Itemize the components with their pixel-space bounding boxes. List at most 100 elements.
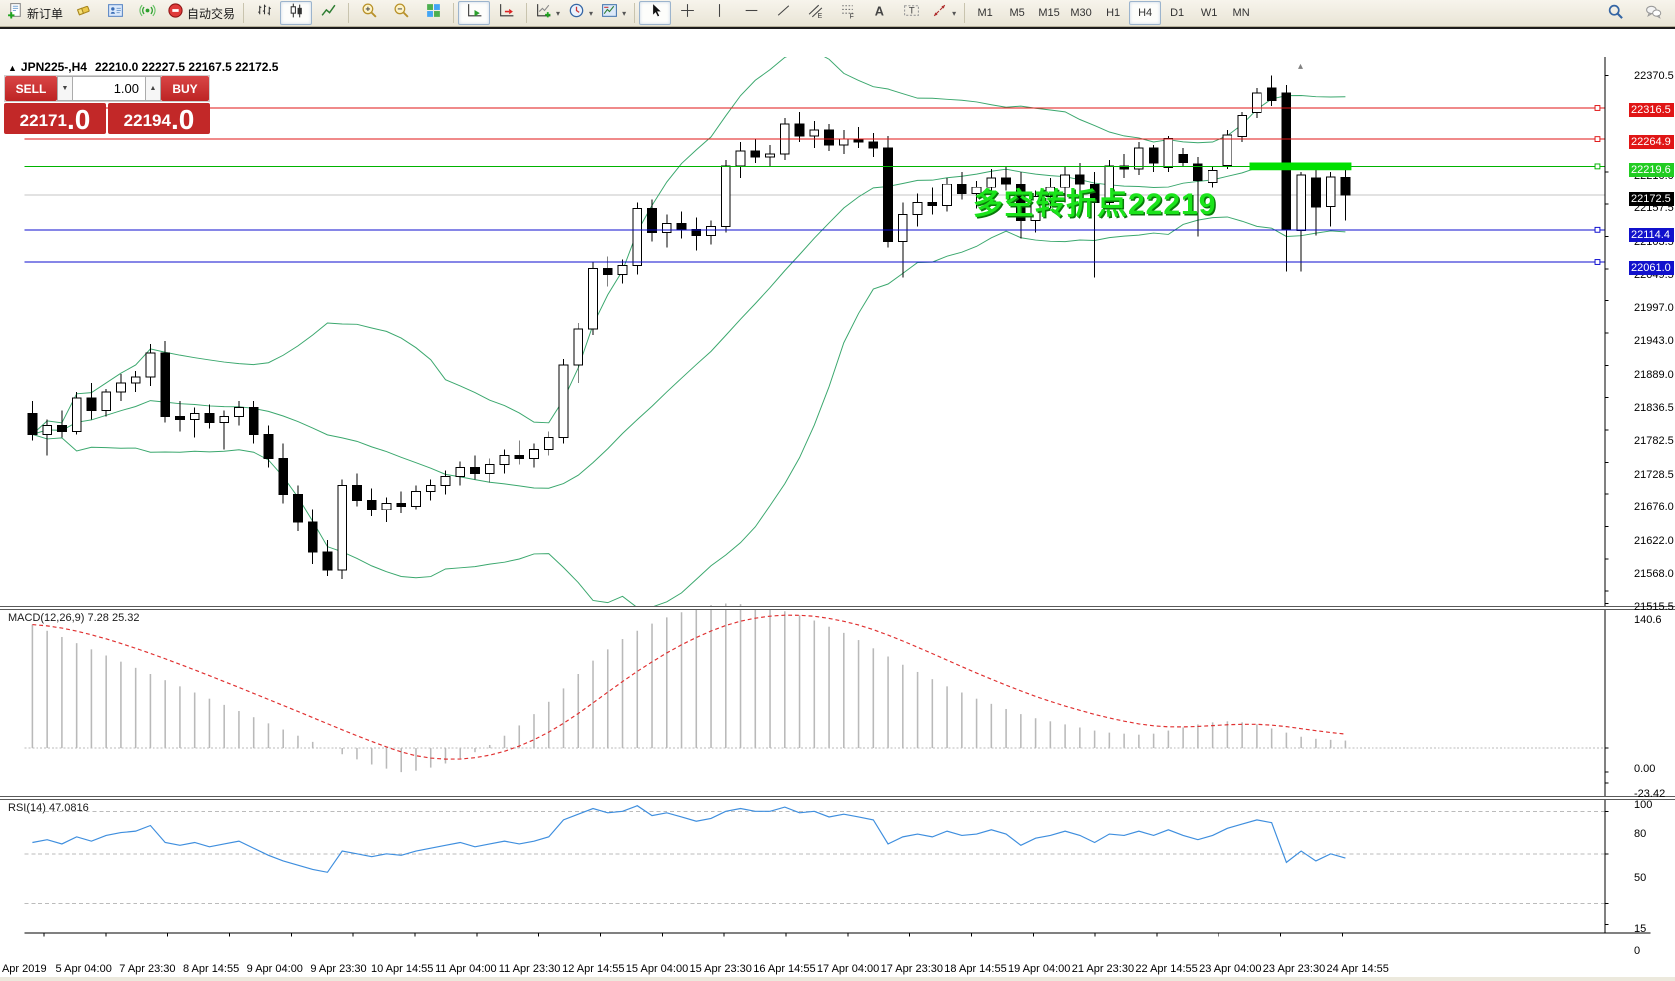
- toolbar-shapes-button[interactable]: ▾: [927, 1, 960, 25]
- timeframe-M1-button[interactable]: M1: [977, 7, 993, 19]
- chart-window[interactable]: ▲ JPN225-,H4 22210.0 22227.5 22167.5 22172…: [0, 27, 1675, 981]
- timeframe-H1-button[interactable]: H1: [1106, 7, 1121, 19]
- autotrade-icon: [167, 2, 184, 24]
- bearish-candle-body: [750, 150, 761, 158]
- toolbar-chart-shift-button[interactable]: [490, 1, 522, 25]
- bullish-candle-body: [897, 213, 908, 242]
- sell-price-button[interactable]: 22171.0: [4, 103, 106, 134]
- rsi-scale-label: 100: [1634, 799, 1653, 811]
- toolbar-navigator-button[interactable]: [99, 1, 131, 25]
- chart-annotation-text: 多空转折点22219: [973, 188, 1217, 221]
- bullish-candle-body: [1163, 137, 1174, 168]
- bollinger-lower-band: [32, 216, 1346, 609]
- hline-anchor-marker: [1594, 136, 1601, 143]
- toolbar-fibonacci-button[interactable]: F: [831, 1, 863, 25]
- sell-price-pips: .0: [66, 104, 91, 135]
- symbol-period-label: JPN225-,H4: [20, 60, 87, 74]
- toolbar-autotrade-button[interactable]: 自动交易: [163, 1, 239, 25]
- toolbar-separator: [453, 3, 455, 23]
- toolbar-search-button[interactable]: [1599, 2, 1631, 26]
- price-line-tag: 22114.4: [1629, 228, 1674, 243]
- toolbar-zoom-in-button[interactable]: [353, 1, 385, 25]
- timeframe-D1-button[interactable]: D1: [1170, 7, 1185, 19]
- toolbar-horizontal-line-button[interactable]: [735, 1, 767, 25]
- rsi-scale-label: 50: [1634, 872, 1647, 884]
- toolbar-separator: [964, 3, 966, 23]
- rsi-indicator-label: RSI(14) 47.0816: [8, 802, 89, 814]
- bullish-candle-body: [942, 183, 952, 206]
- bullish-candle-body: [543, 436, 554, 450]
- date-axis-label: 15 Apr 23:30: [689, 963, 752, 975]
- toolbar-candles-chart-button[interactable]: [280, 1, 313, 25]
- price-chart[interactable]: [0, 57, 1675, 981]
- bullish-candle-body: [411, 491, 421, 508]
- toolbar-chat-button[interactable]: [1637, 2, 1669, 26]
- timeframe-M30-button[interactable]: M30: [1070, 7, 1092, 19]
- periods-icon: [568, 2, 585, 24]
- toolbar-broadcast-button[interactable]: [131, 1, 163, 25]
- toolbar-periods-button[interactable]: ▾: [564, 1, 597, 25]
- bullish-candle-body: [1296, 174, 1307, 232]
- buy-price-button[interactable]: 22194.0: [108, 103, 210, 134]
- timeframe-W1-button[interactable]: W1: [1200, 7, 1218, 19]
- toolbar-cursor-button[interactable]: [639, 1, 672, 25]
- bearish-candle-body: [691, 228, 702, 236]
- toolbar-channel-button[interactable]: E: [799, 1, 831, 25]
- date-axis-label: 18 Apr 14:55: [944, 963, 1007, 975]
- timeframe-M5-button[interactable]: M5: [1009, 7, 1025, 19]
- timeframe-M15-button[interactable]: M15: [1038, 7, 1060, 19]
- pane-splitter-rsi[interactable]: [0, 796, 1675, 800]
- toolbar-text-label-button[interactable]: T: [895, 1, 927, 25]
- toolbar-vertical-line-button[interactable]: [703, 1, 735, 25]
- bullish-candle-body: [617, 265, 628, 276]
- toolbar-auto-scroll-button[interactable]: [458, 1, 491, 25]
- sell-button[interactable]: SELL: [5, 76, 57, 101]
- bearish-candle-body: [1266, 87, 1277, 101]
- fibonacci-icon: F: [839, 2, 856, 24]
- tile-windows-icon: [425, 2, 442, 24]
- volume-increase-button[interactable]: ▲: [145, 76, 161, 101]
- toolbar-indicators-button[interactable]: ▾: [531, 1, 564, 25]
- navigator-icon: [107, 2, 124, 24]
- volume-decrease-button[interactable]: ▼: [57, 76, 73, 101]
- dropdown-arrow-icon[interactable]: ▾: [556, 8, 561, 18]
- buy-button[interactable]: BUY: [161, 76, 209, 101]
- line-chart-icon: [320, 2, 337, 24]
- timeframe-MN-button[interactable]: MN: [1232, 7, 1250, 19]
- bearish-candle-body: [1340, 177, 1351, 196]
- collapse-triangle-icon[interactable]: ▲: [8, 63, 17, 73]
- buy-price-pips: .0: [170, 104, 195, 135]
- pane-splitter-macd[interactable]: [0, 606, 1675, 610]
- toolbar-crosshair-button[interactable]: [671, 1, 703, 25]
- dropdown-arrow-icon[interactable]: ▾: [622, 8, 627, 18]
- broadcast-icon: [138, 2, 156, 24]
- dropdown-arrow-icon[interactable]: ▾: [952, 8, 957, 18]
- bullish-candle-body: [838, 138, 849, 146]
- dropdown-arrow-icon[interactable]: ▾: [589, 8, 594, 18]
- svg-text:A: A: [874, 3, 883, 18]
- bullish-candle-body: [145, 352, 156, 378]
- hline-anchor-marker: [1594, 226, 1601, 233]
- toolbar-bars-chart-button[interactable]: [248, 1, 280, 25]
- toolbar-eraser-button[interactable]: [67, 1, 99, 25]
- volume-input[interactable]: [73, 76, 145, 101]
- rsi-scale-label: 15: [1634, 923, 1647, 936]
- bearish-candle-body: [1193, 163, 1203, 182]
- toolbar-new-order-button[interactable]: 新订单: [3, 1, 67, 25]
- bullish-candle-body: [425, 485, 436, 493]
- search-icon: [1607, 3, 1624, 25]
- toolbar-tile-windows-button[interactable]: [417, 1, 449, 25]
- price-tick-label: 21889.0: [1634, 369, 1674, 382]
- toolbar-zoom-out-button[interactable]: [385, 1, 417, 25]
- bullish-candle-body: [1252, 92, 1262, 113]
- bullish-candle-body: [809, 129, 820, 137]
- toolbar-text-button[interactable]: A: [863, 1, 895, 25]
- toolbar-templates-button[interactable]: ▾: [597, 1, 630, 25]
- toolbar-line-chart-button[interactable]: [312, 1, 344, 25]
- bearish-candle-body: [1015, 183, 1026, 221]
- toolbar-trendline-button[interactable]: [767, 1, 799, 25]
- timeframe-H4-button[interactable]: H4: [1129, 1, 1162, 25]
- bullish-candle-body: [484, 464, 495, 475]
- bearish-candle-body: [1148, 147, 1159, 164]
- macd-scale-label: 0.00: [1634, 763, 1656, 775]
